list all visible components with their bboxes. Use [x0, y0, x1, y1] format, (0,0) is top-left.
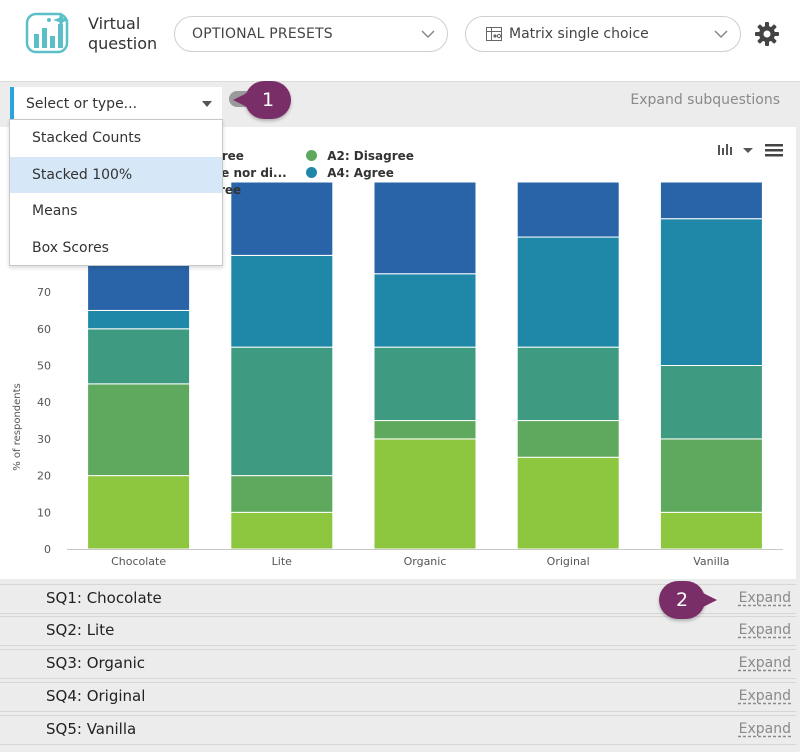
question-type-select[interactable]: Matrix single choice	[465, 16, 741, 52]
x-tick-label: Chocolate	[111, 555, 166, 568]
y-tick-label: 60	[37, 323, 51, 336]
legend-item-a2[interactable]: A2: Disagree	[306, 149, 414, 163]
bar-segment	[373, 346, 477, 422]
legend-item-a4[interactable]: A4: Agree	[306, 166, 394, 180]
callout-badge-2: 2	[659, 581, 717, 619]
bar-segment	[373, 420, 477, 440]
bar-segment	[659, 181, 763, 220]
subquestion-label: SQ4: Original	[46, 687, 146, 705]
bar-segment	[373, 438, 477, 550]
y-tick-label: 20	[37, 470, 51, 483]
bar-segment	[87, 475, 191, 550]
bar-segment	[230, 254, 334, 348]
y-axis-label: % of respondents	[12, 383, 23, 471]
bar-segment	[373, 181, 477, 275]
bar-segment	[659, 511, 763, 550]
legend-item[interactable]: ee nor di...	[213, 166, 287, 180]
bar-segment	[516, 346, 620, 422]
bar-segment	[87, 309, 191, 330]
dropdown-option-means[interactable]: Means	[32, 203, 78, 219]
stacked-bar-chart: 01020304050607080% of respondentsChocola…	[12, 181, 783, 568]
chart-type-dropdown: Stacked Counts Stacked 100% Means Box Sc…	[9, 119, 223, 266]
bar-segment	[230, 511, 334, 550]
y-tick-label: 40	[37, 396, 51, 409]
expand-link[interactable]: Expand	[738, 622, 791, 638]
bar-segment	[373, 273, 477, 348]
expand-link[interactable]: Expand	[738, 590, 791, 606]
legend-label: A4: Agree	[327, 166, 394, 180]
legend-label: ee nor di...	[213, 166, 287, 180]
legend-item[interactable]: ree	[219, 183, 241, 197]
bar-segment	[230, 475, 334, 513]
bar-segment	[516, 236, 620, 348]
app-title: Virtual question	[88, 14, 157, 54]
bar-segment	[516, 456, 620, 550]
gear-icon[interactable]	[754, 21, 780, 47]
callout-badge-1: 1	[233, 81, 291, 119]
expand-link[interactable]: Expand	[738, 655, 791, 671]
subquestion-row: SQ4: Original Expand	[0, 682, 796, 712]
bar-segment	[87, 383, 191, 477]
legend-label: A2: Disagree	[327, 149, 414, 163]
bar-segment	[659, 438, 763, 513]
dropdown-option-stacked-100[interactable]: Stacked 100%	[10, 156, 222, 193]
subquestion-label: SQ1: Chocolate	[46, 589, 162, 607]
x-tick-label: Organic	[404, 555, 447, 568]
x-tick-label: Lite	[272, 555, 292, 568]
expand-link[interactable]: Expand	[738, 688, 791, 704]
expand-link[interactable]: Expand	[738, 721, 791, 737]
legend-dot	[306, 150, 317, 161]
y-tick-label: 10	[37, 506, 51, 519]
y-tick-label: 70	[37, 286, 51, 299]
subquestion-label: SQ3: Organic	[46, 654, 146, 672]
x-tick-label: Original	[547, 555, 590, 568]
subquestion-row: SQ5: Vanilla Expand	[0, 715, 796, 745]
chevron-down-icon	[421, 30, 435, 39]
chart-type-select[interactable]: Select or type...	[10, 87, 222, 121]
bar-segment	[87, 328, 191, 385]
optional-presets-label: OPTIONAL PRESETS	[192, 26, 333, 42]
bar-segment	[230, 346, 334, 477]
optional-presets-select[interactable]: OPTIONAL PRESETS	[174, 16, 448, 52]
app-title-line2: question	[88, 34, 158, 53]
subquestion-row: SQ2: Lite Expand	[0, 616, 796, 646]
y-tick-label: 0	[44, 543, 51, 556]
expand-subquestions-link[interactable]: Expand subquestions	[630, 92, 780, 108]
caret-down-icon[interactable]	[743, 148, 753, 153]
bar-segment	[659, 365, 763, 440]
dropdown-option-stacked-counts[interactable]: Stacked Counts	[32, 130, 142, 146]
chart-type-select-text: Select or type...	[26, 96, 138, 112]
y-tick-label: 30	[37, 433, 51, 446]
bar-segment	[659, 218, 763, 366]
subquestion-label: SQ5: Vanilla	[46, 720, 137, 738]
chart-panel: 01020304050607080% of respondentsChocola…	[0, 127, 796, 579]
app-title-line1: Virtual	[88, 14, 141, 33]
caret-down-icon	[202, 101, 212, 107]
chart-type-icon[interactable]	[718, 144, 732, 155]
subquestion-row: SQ3: Organic Expand	[0, 649, 796, 679]
y-tick-label: 50	[37, 360, 51, 373]
matrix-icon	[486, 27, 502, 41]
legend-dot	[306, 167, 317, 178]
bar-segment	[516, 181, 620, 238]
bar-segment	[516, 420, 620, 458]
dropdown-option-box-scores[interactable]: Box Scores	[32, 239, 109, 256]
chevron-down-icon	[714, 30, 728, 39]
chart-menu-icons	[718, 144, 783, 157]
legend-label: ree	[219, 183, 242, 197]
hamburger-menu-icon[interactable]	[765, 144, 783, 157]
subquestion-label: SQ2: Lite	[46, 621, 115, 639]
bar-chart-sparkle-icon	[25, 12, 69, 54]
header-bar: Virtual question OPTIONAL PRESETS Matrix…	[0, 0, 800, 82]
bar-segment	[230, 181, 334, 256]
question-type-label: Matrix single choice	[509, 26, 649, 42]
x-tick-label: Vanilla	[693, 555, 729, 568]
